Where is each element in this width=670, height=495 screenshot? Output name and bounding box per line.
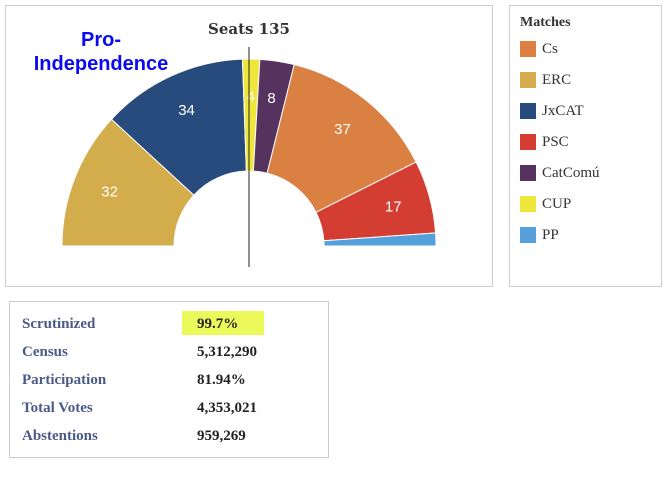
stat-label: Participation — [22, 371, 107, 388]
scrutinized-highlight — [182, 311, 264, 335]
legend-item-cup: CUP — [520, 195, 571, 213]
stat-label: Abstentions — [22, 427, 98, 444]
slice-erc[interactable] — [61, 118, 195, 247]
pro-independence-annotation: Pro-Independence — [33, 29, 169, 75]
legend-swatch — [520, 103, 536, 119]
legend-swatch — [520, 227, 536, 243]
seat-chart-panel: 32 34 4 8 37 17 Seats 135 Pro-Independence — [5, 5, 493, 287]
slice-label-cs: 37 — [334, 121, 351, 138]
legend-label: ERC — [542, 71, 572, 88]
legend-label: CUP — [542, 195, 572, 212]
legend-swatch — [520, 41, 536, 57]
legend-item-jxcat: JxCAT — [520, 102, 584, 120]
slice-label-jxcat: 34 — [178, 102, 195, 119]
stat-row: Scrutinized 99.7% — [22, 313, 238, 335]
chart-title: Seats 135 — [208, 20, 290, 38]
legend-swatch — [520, 165, 536, 181]
legend-swatch — [520, 196, 536, 212]
legend-item-psc: PSC — [520, 133, 569, 151]
legend-swatch — [520, 134, 536, 150]
stat-row: Census 5,312,290 — [22, 341, 257, 363]
legend-label: Cs — [542, 40, 558, 57]
legend-label: PP — [542, 226, 559, 243]
legend-item-erc: ERC — [520, 71, 571, 89]
legend-swatch — [520, 72, 536, 88]
slice-cs[interactable] — [266, 63, 417, 214]
stat-value: 99.7% — [197, 315, 239, 332]
stat-label: Total Votes — [22, 399, 93, 416]
legend-item-cs: Cs — [520, 40, 558, 58]
stat-row: Abstentions 959,269 — [22, 425, 246, 447]
stat-label: Scrutinized — [22, 315, 96, 332]
stat-label: Census — [22, 343, 68, 360]
seat-chart: 32 34 4 8 37 17 Seats 135 — [61, 20, 437, 267]
slice-label-erc: 32 — [101, 184, 118, 201]
legend-label: JxCAT — [542, 102, 584, 119]
stat-value: 4,353,021 — [197, 399, 257, 416]
stats-table: Scrutinized 99.7% Census 5,312,290 Participa… — [9, 301, 329, 458]
slice-pp[interactable] — [323, 232, 437, 247]
legend-label: CatComú — [542, 164, 600, 181]
slice-label-catcomú: 8 — [267, 90, 275, 107]
stat-value: 5,312,290 — [197, 343, 257, 360]
stat-value: 959,269 — [197, 427, 246, 444]
stat-row: Participation 81.94% — [22, 369, 246, 391]
legend-item-catcomú: CatComú — [520, 164, 600, 182]
slice-label-cup: 4 — [247, 88, 255, 105]
legend-item-pp: PP — [520, 226, 559, 244]
legend-label: PSC — [542, 133, 569, 150]
stat-row: Total Votes 4,353,021 — [22, 397, 257, 419]
legend-title: Matches — [520, 15, 571, 30]
legend: Matches Cs ERC JxCAT PSC CatComú CUP PP — [509, 5, 662, 287]
stat-value: 81.94% — [197, 371, 246, 388]
slice-label-psc: 17 — [385, 198, 402, 215]
